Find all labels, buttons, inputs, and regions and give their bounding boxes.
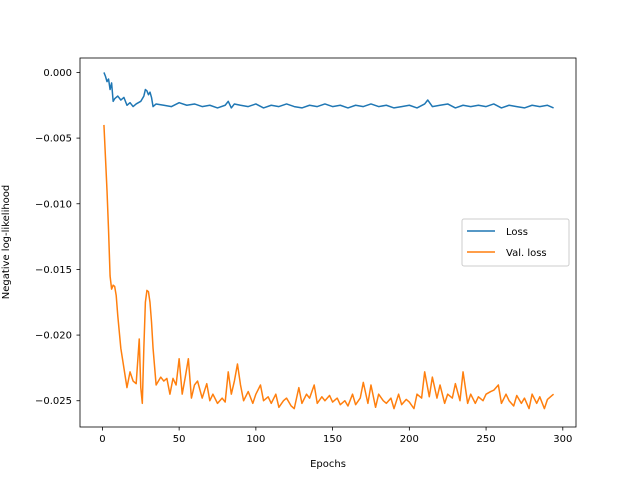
legend-label-val-loss: Val. loss [506,248,547,259]
y-tick-label: −0.025 [35,396,72,407]
x-tick-label: 300 [553,434,572,445]
legend: Loss Val. loss [461,218,570,267]
legend-label-loss: Loss [506,227,528,238]
x-tick-label: 0 [99,434,105,445]
x-axis-label: Epochs [310,459,346,470]
series-line-val-loss [103,124,555,410]
x-tick-label: 50 [173,434,186,445]
plot-frame [79,57,577,428]
x-tick-label: 250 [477,434,496,445]
x-tick-label: 100 [246,434,265,445]
y-axis-label: Negative log-likelihood [1,185,12,300]
y-tick-label: −0.005 [35,134,72,145]
y-tick-label: −0.010 [35,199,72,210]
x-tick-label: 150 [323,434,342,445]
y-tick-label: −0.020 [35,331,72,342]
ticks-layer: 0 50 100 150 200 250 300 0.000 −0.005 −0.010 −0.01… [35,68,572,445]
series-layer [103,72,555,410]
x-tick-label: 200 [400,434,419,445]
y-tick-label: 0.000 [43,68,72,79]
y-tick-label: −0.015 [35,265,72,276]
series-line-loss [103,72,554,109]
